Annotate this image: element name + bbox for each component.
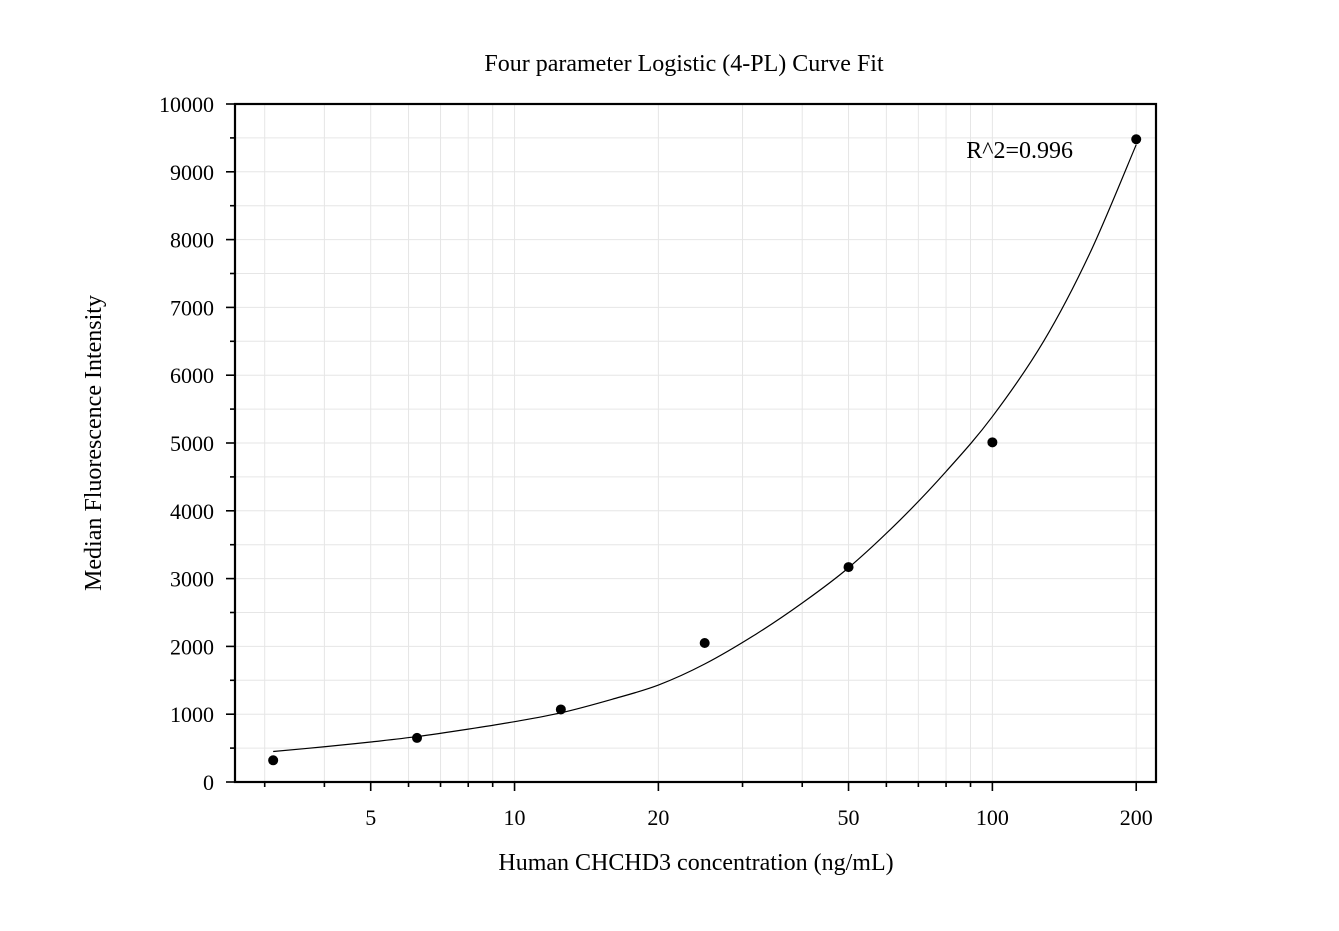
chart-title: Four parameter Logistic (4-PL) Curve Fit bbox=[484, 51, 884, 77]
y-tick-label: 4000 bbox=[170, 499, 214, 524]
x-tick-label: 20 bbox=[647, 805, 669, 830]
y-tick-label: 6000 bbox=[170, 363, 214, 388]
data-point bbox=[1131, 134, 1142, 145]
x-tick-label: 100 bbox=[976, 805, 1009, 830]
data-point bbox=[699, 638, 710, 649]
y-tick-label: 10000 bbox=[159, 92, 214, 117]
y-tick-label: 1000 bbox=[170, 702, 214, 727]
r-squared-annotation: R^2=0.996 bbox=[966, 138, 1073, 164]
x-tick-label: 5 bbox=[365, 805, 376, 830]
data-point bbox=[555, 704, 566, 715]
y-tick-label: 3000 bbox=[170, 567, 214, 592]
fit-curve bbox=[273, 144, 1137, 753]
y-tick-label: 9000 bbox=[170, 160, 214, 185]
axis-ticks bbox=[226, 103, 1138, 791]
x-tick-label: 50 bbox=[838, 805, 860, 830]
plot-frame bbox=[233, 102, 1158, 784]
y-tick-label: 5000 bbox=[170, 431, 214, 456]
x-tick-label: 200 bbox=[1120, 805, 1153, 830]
tick-labels: 5 10 20 50 100 200010002000300040005000600070… bbox=[159, 92, 1153, 830]
data-point bbox=[843, 562, 854, 573]
data-points bbox=[268, 134, 1142, 766]
fit-curve-group bbox=[273, 144, 1137, 753]
data-point bbox=[412, 732, 423, 743]
x-axis-title: Human CHCHD3 concentration (ng/mL) bbox=[498, 850, 893, 876]
y-tick-label: 0 bbox=[203, 770, 214, 795]
data-point bbox=[268, 755, 279, 766]
y-tick-label: 7000 bbox=[170, 295, 214, 320]
y-tick-label: 8000 bbox=[170, 228, 214, 253]
y-tick-label: 2000 bbox=[170, 634, 214, 659]
x-tick-label: 10 bbox=[504, 805, 526, 830]
y-axis-title: Median Fluorescence Intensity bbox=[81, 295, 107, 591]
grid-lines bbox=[235, 103, 1156, 783]
data-point bbox=[987, 437, 998, 448]
